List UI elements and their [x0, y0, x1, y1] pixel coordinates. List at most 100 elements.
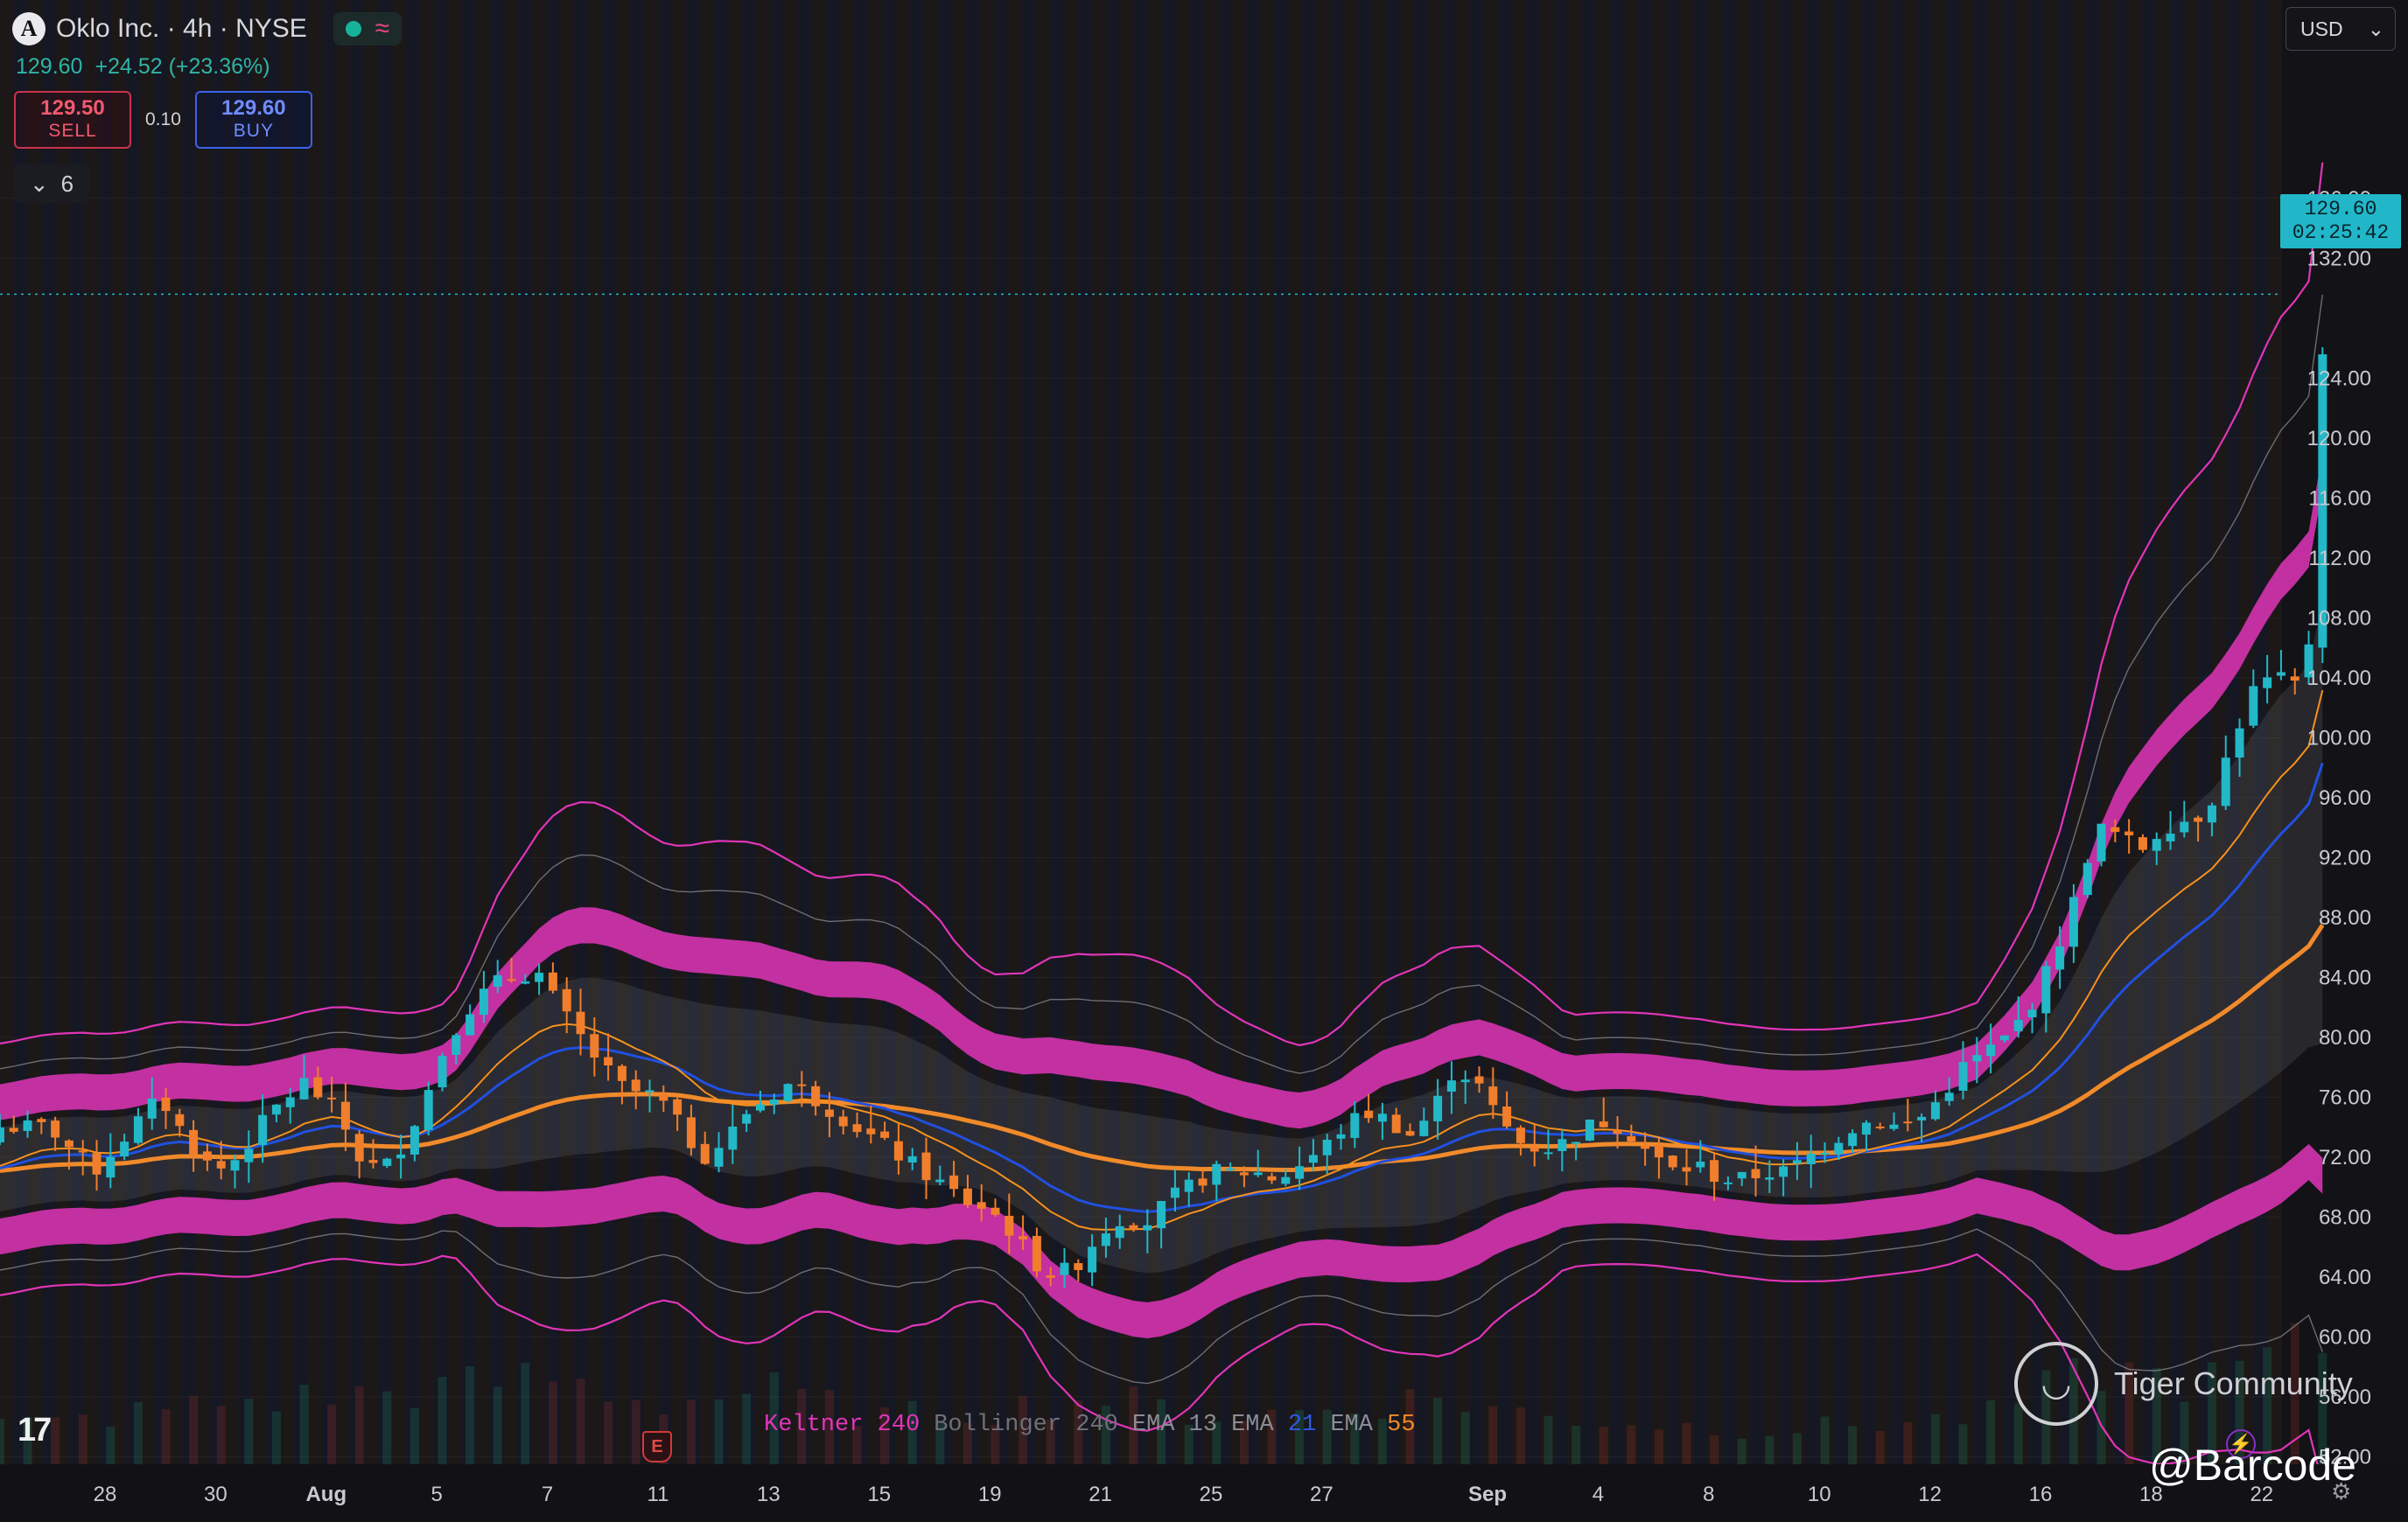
volume-bar — [604, 1401, 613, 1464]
volume-bar — [216, 1406, 226, 1464]
candle-body — [604, 1057, 613, 1066]
candle-body — [866, 1128, 876, 1135]
session-stripe — [1848, 0, 1862, 1464]
session-stripe — [2100, 0, 2114, 1464]
session-stripe — [1470, 0, 1484, 1464]
candle-body — [2055, 946, 2065, 970]
candle-body — [1308, 1155, 1318, 1163]
volume-bar — [1930, 1414, 1940, 1464]
candle-body — [521, 981, 530, 984]
session-stripe — [154, 0, 168, 1464]
session-stripe — [868, 0, 882, 1464]
candle-body — [493, 974, 502, 988]
session-stripe — [392, 0, 406, 1464]
tradingview-logo-icon[interactable]: 17 — [18, 1412, 52, 1449]
candle-body — [728, 1126, 738, 1150]
indicators-toggle[interactable]: ⌄ 6 — [14, 164, 89, 203]
candle-body — [1903, 1121, 1913, 1124]
volume-bar — [990, 1424, 1000, 1464]
candle-body — [285, 1097, 295, 1107]
volume-bar — [1627, 1425, 1636, 1464]
candle-body — [1710, 1160, 1719, 1182]
session-stripe — [700, 0, 714, 1464]
buy-button[interactable]: 129.60 BUY — [194, 91, 312, 149]
y-axis-tick-label: 68.00 — [2319, 1205, 2371, 1229]
candle-body — [340, 1101, 350, 1130]
session-stripe — [1820, 0, 1834, 1464]
session-stripe — [1708, 0, 1722, 1464]
candle-body — [1267, 1176, 1277, 1181]
market-status[interactable]: ≈ — [332, 12, 402, 45]
volume-bar — [1184, 1424, 1194, 1464]
session-stripe — [2114, 0, 2128, 1464]
session-stripe — [756, 0, 770, 1464]
session-stripe — [1386, 0, 1400, 1464]
volume-bar — [410, 1407, 419, 1464]
last-price-tag: 129.60 02:25:42 — [2280, 194, 2401, 248]
candle-body — [576, 1011, 585, 1035]
session-stripe — [1988, 0, 2002, 1464]
session-stripe — [2002, 0, 2016, 1464]
legend-param: 240 — [863, 1412, 920, 1438]
volume-bar — [1903, 1421, 1913, 1464]
candle-body — [1641, 1145, 1650, 1149]
candle-body — [1088, 1246, 1097, 1273]
legend-name: EMA — [1231, 1412, 1274, 1438]
symbol-title[interactable]: Oklo Inc. · 4h · NYSE — [56, 14, 307, 43]
volume-bar — [742, 1393, 752, 1464]
session-stripe — [434, 0, 448, 1464]
chevron-down-icon: ⌄ — [29, 170, 49, 197]
earnings-icon[interactable]: E — [642, 1431, 672, 1463]
candle-body — [1737, 1171, 1746, 1179]
x-axis-tick-label: 7 — [542, 1483, 553, 1506]
session-stripe — [238, 0, 252, 1464]
legend-item[interactable]: EMA 55 — [1330, 1412, 1415, 1438]
candle-body — [1322, 1139, 1332, 1155]
candle-body — [382, 1158, 392, 1166]
candle-body — [133, 1116, 143, 1143]
x-axis-tick-label: 28 — [94, 1483, 117, 1506]
candle-body — [838, 1116, 848, 1127]
candle-body — [2166, 834, 2175, 841]
session-stripe — [854, 0, 868, 1464]
candle-body — [9, 1128, 18, 1132]
candle-body — [1544, 1152, 1553, 1155]
currency-select[interactable]: USD ⌄ — [2286, 7, 2396, 51]
volume-bar — [51, 1417, 60, 1464]
x-axis-tick-label: 13 — [757, 1483, 780, 1506]
candle-body — [161, 1097, 171, 1112]
session-stripe — [1036, 0, 1050, 1464]
legend-param: 21 — [1273, 1412, 1317, 1438]
legend-name: Bollinger — [934, 1412, 1062, 1438]
candle-body — [1295, 1166, 1305, 1179]
y-axis-tick-label: 124.00 — [2307, 367, 2371, 390]
candle-body — [1613, 1129, 1622, 1135]
volume-bar — [1322, 1409, 1332, 1464]
candle-body — [1585, 1119, 1594, 1141]
candle-body — [1405, 1131, 1415, 1136]
gear-icon[interactable]: ⚙ — [2331, 1478, 2352, 1505]
legend-item[interactable]: Bollinger 240 — [934, 1412, 1118, 1438]
volume-bar — [1765, 1435, 1774, 1464]
candle-body — [1599, 1121, 1608, 1128]
last-price: 129.60 — [16, 54, 83, 79]
legend-item[interactable]: EMA 21 — [1231, 1412, 1316, 1438]
candle-body — [37, 1119, 46, 1122]
candle-body — [617, 1065, 626, 1081]
candle-body — [1032, 1235, 1041, 1272]
candle-body — [1060, 1262, 1069, 1275]
sell-button[interactable]: 129.50 SELL — [14, 91, 131, 149]
volume-bar — [1986, 1400, 1996, 1464]
session-stripe — [966, 0, 980, 1464]
candle-body — [2235, 728, 2244, 758]
lightning-icon[interactable]: ⚡ — [2226, 1429, 2256, 1459]
candle-body — [299, 1078, 309, 1100]
session-stripe — [112, 0, 126, 1464]
volume-bar — [1101, 1405, 1110, 1464]
legend-item[interactable]: Keltner 240 — [764, 1412, 920, 1438]
candle-body — [175, 1114, 185, 1127]
tiger-logo-icon: ◡ — [2014, 1342, 2098, 1426]
legend-item[interactable]: EMA 13 — [1132, 1412, 1217, 1438]
session-stripe — [378, 0, 392, 1464]
